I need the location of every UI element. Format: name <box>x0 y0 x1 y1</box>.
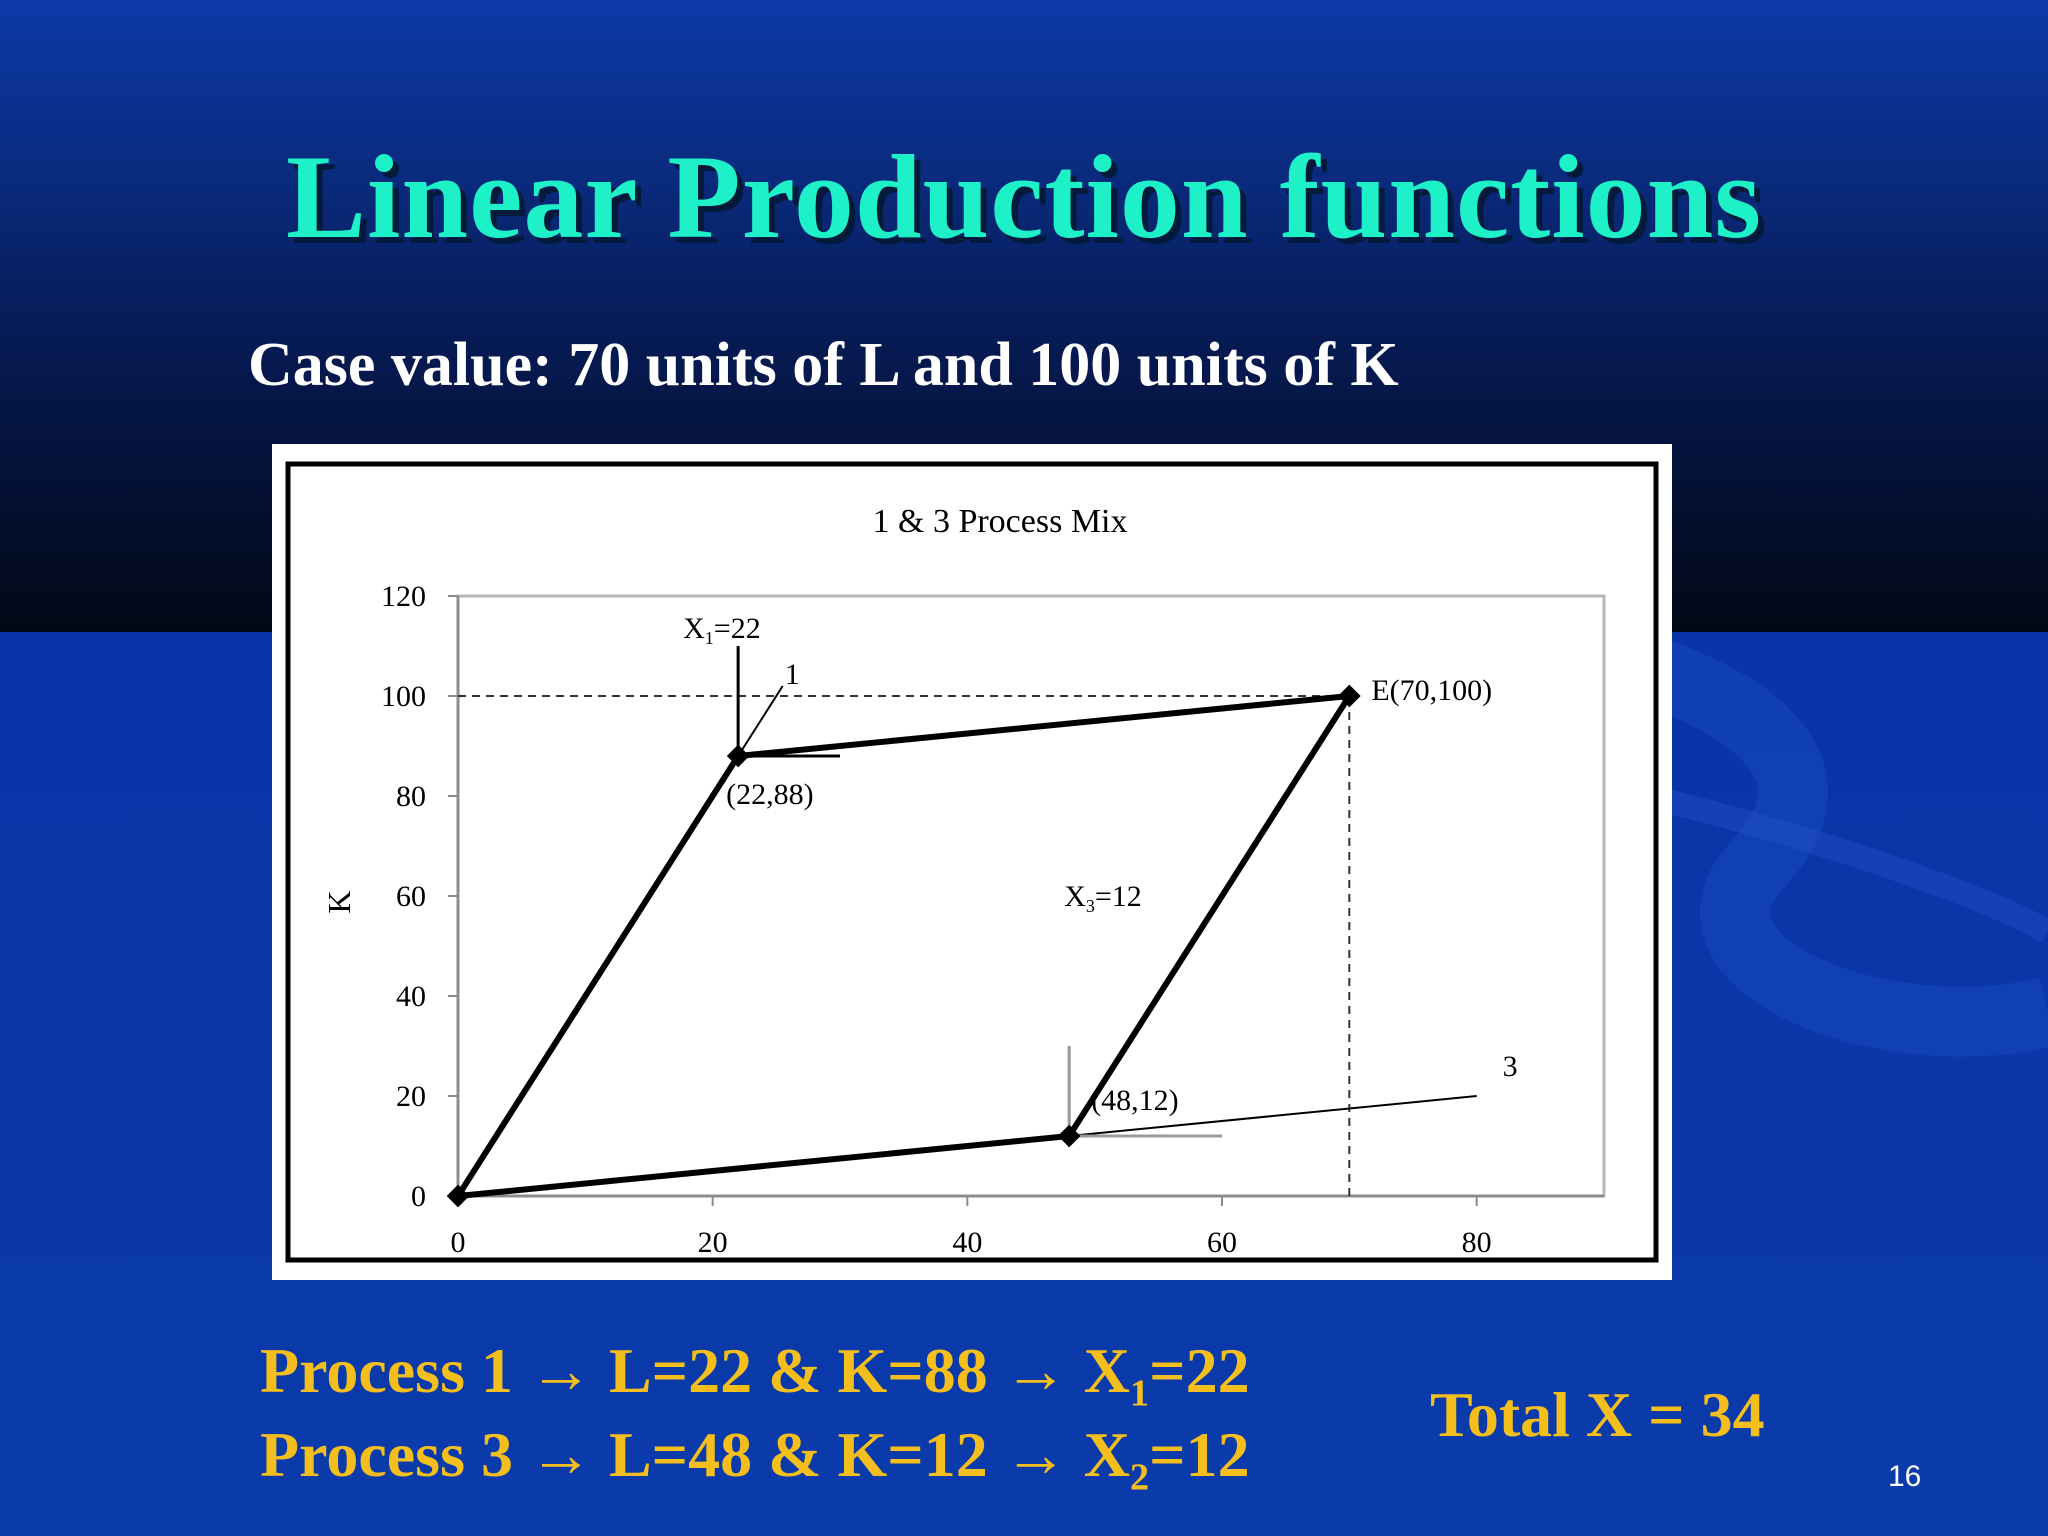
equation-process-3: Process 3 → L=48 & K=12 → X2=12 <box>260 1418 1250 1499</box>
isoquant-label: X1=22 <box>683 612 761 648</box>
total-output: Total X = 34 <box>1430 1379 1765 1450</box>
equation-1-text: Process 1 → L=22 & K=88 → X <box>260 1335 1130 1406</box>
x-tick-label: 0 <box>451 1226 466 1259</box>
chart-title: 1 & 3 Process Mix <box>873 503 1128 540</box>
x-tick-label: 80 <box>1462 1226 1492 1259</box>
slide-title: Linear Production functions <box>285 130 1763 263</box>
y-tick-label: 40 <box>396 980 426 1013</box>
chart-container: 1 & 3 Process Mix 0 20 40 60 80 0 20 40 60 80 100 1… <box>272 444 1672 1280</box>
point-label: E(70,100) <box>1371 674 1492 707</box>
equation-2-value: =12 <box>1149 1419 1250 1490</box>
plot-area: 0 20 40 60 80 0 20 40 60 80 100 120 L K 1 3 X1=22 X3=12 (2… <box>321 580 1606 1280</box>
isoquant-label: X3=12 <box>1064 880 1142 916</box>
y-tick-label: 120 <box>381 580 426 613</box>
equation-2-text: Process 3 → L=48 & K=12 → X <box>260 1419 1130 1490</box>
data-point <box>1057 1124 1081 1148</box>
equation-process-1: Process 1 → L=22 & K=88 → X1=22 <box>260 1334 1250 1415</box>
x-axis-label: L <box>1016 1273 1036 1280</box>
series-label: 1 <box>785 658 800 691</box>
y-tick-label: 0 <box>411 1180 426 1213</box>
process-mix-chart: 1 & 3 Process Mix 0 20 40 60 80 0 20 40 60 80 100 1… <box>285 461 1659 1280</box>
equation-2-subscript: 2 <box>1129 1456 1150 1499</box>
data-point <box>726 744 750 768</box>
x-tick-label: 60 <box>1207 1226 1237 1259</box>
point-label: (48,12) <box>1091 1084 1178 1117</box>
y-tick-label: 20 <box>396 1080 426 1113</box>
slide-subtitle: Case value: 70 units of L and 100 units … <box>248 331 1399 399</box>
series-label: 3 <box>1503 1050 1518 1083</box>
y-tick-label: 100 <box>381 680 426 713</box>
y-tick-label: 80 <box>396 780 426 813</box>
x-tick-label: 40 <box>952 1226 982 1259</box>
slide-number: 16 <box>1888 1460 1922 1493</box>
equation-1-subscript: 1 <box>1129 1372 1150 1415</box>
y-tick-label: 60 <box>396 880 426 913</box>
y-axis-label: K <box>321 890 357 913</box>
x-tick-label: 20 <box>698 1226 728 1259</box>
equation-1-value: =22 <box>1149 1335 1250 1406</box>
point-label: (22,88) <box>726 778 813 811</box>
